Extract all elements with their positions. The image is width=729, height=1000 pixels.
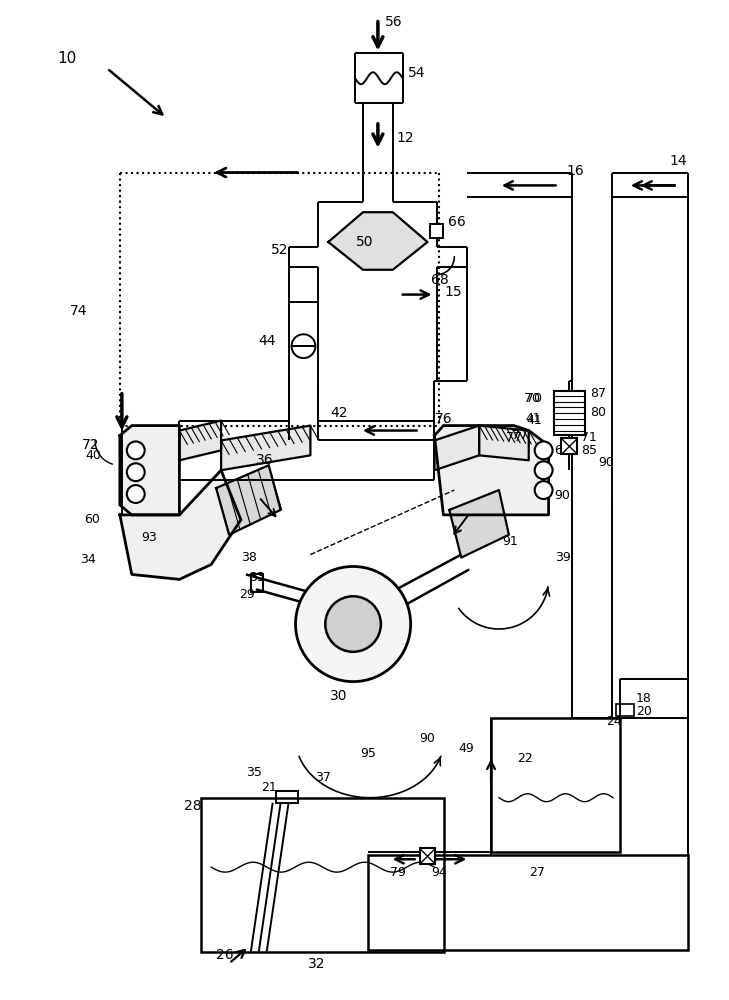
Text: 10: 10 bbox=[58, 51, 77, 66]
Text: 60: 60 bbox=[555, 444, 570, 457]
Text: 94: 94 bbox=[432, 866, 447, 879]
Text: 21: 21 bbox=[261, 781, 276, 794]
Text: 39: 39 bbox=[555, 551, 572, 564]
Text: 79: 79 bbox=[390, 866, 405, 879]
Text: 87: 87 bbox=[590, 387, 607, 400]
Circle shape bbox=[127, 441, 144, 459]
Bar bbox=[491, 718, 620, 852]
Text: 37: 37 bbox=[316, 771, 331, 784]
Text: 44: 44 bbox=[259, 334, 276, 348]
Polygon shape bbox=[449, 490, 509, 558]
Text: 54: 54 bbox=[408, 66, 425, 80]
Bar bbox=[276, 791, 297, 803]
Text: 56: 56 bbox=[385, 15, 402, 29]
Polygon shape bbox=[434, 426, 479, 470]
Text: 93: 93 bbox=[141, 531, 157, 544]
Text: 91: 91 bbox=[502, 535, 518, 548]
Text: 60: 60 bbox=[84, 513, 100, 526]
Bar bbox=[368, 855, 687, 950]
Text: 29: 29 bbox=[239, 588, 254, 601]
Bar bbox=[420, 848, 435, 864]
Text: 74: 74 bbox=[70, 304, 87, 318]
Text: 70: 70 bbox=[526, 392, 542, 405]
Bar bbox=[429, 224, 443, 238]
Circle shape bbox=[534, 461, 553, 479]
Text: 80: 80 bbox=[590, 406, 607, 419]
Text: 90: 90 bbox=[420, 732, 435, 745]
Text: 40: 40 bbox=[85, 449, 101, 462]
Polygon shape bbox=[434, 426, 549, 515]
Bar bbox=[561, 438, 577, 454]
Text: 71: 71 bbox=[581, 431, 597, 444]
Text: 18: 18 bbox=[636, 692, 652, 705]
Text: 68: 68 bbox=[432, 273, 449, 287]
Circle shape bbox=[295, 566, 410, 682]
Text: 14: 14 bbox=[670, 154, 687, 168]
Bar bbox=[553, 391, 585, 435]
Text: 90: 90 bbox=[555, 489, 570, 502]
Text: 66: 66 bbox=[448, 215, 466, 229]
Text: 77: 77 bbox=[512, 429, 528, 442]
Bar bbox=[201, 798, 445, 952]
Bar bbox=[251, 574, 262, 592]
Circle shape bbox=[127, 485, 144, 503]
Polygon shape bbox=[479, 426, 529, 460]
Polygon shape bbox=[328, 212, 427, 270]
Text: 41: 41 bbox=[526, 412, 542, 425]
Text: 41: 41 bbox=[527, 414, 542, 427]
Circle shape bbox=[127, 463, 144, 481]
Bar bbox=[616, 704, 634, 716]
Text: 77: 77 bbox=[506, 431, 522, 444]
Text: 36: 36 bbox=[256, 453, 273, 467]
Text: 12: 12 bbox=[397, 131, 414, 145]
Polygon shape bbox=[120, 426, 179, 515]
Text: 15: 15 bbox=[445, 285, 462, 299]
Polygon shape bbox=[120, 470, 241, 579]
Text: 70: 70 bbox=[523, 392, 539, 405]
Polygon shape bbox=[221, 426, 311, 470]
Text: 85: 85 bbox=[581, 444, 597, 457]
Text: 30: 30 bbox=[330, 689, 348, 703]
Polygon shape bbox=[216, 465, 281, 535]
Text: 95: 95 bbox=[360, 747, 376, 760]
Text: 50: 50 bbox=[356, 235, 374, 249]
Text: 76: 76 bbox=[434, 412, 452, 426]
Circle shape bbox=[325, 596, 381, 652]
Text: 72: 72 bbox=[82, 438, 100, 452]
Text: 33: 33 bbox=[249, 571, 265, 584]
Text: 24: 24 bbox=[606, 715, 622, 728]
Text: 52: 52 bbox=[270, 243, 288, 257]
Circle shape bbox=[534, 481, 553, 499]
Text: 27: 27 bbox=[529, 866, 545, 879]
Text: 16: 16 bbox=[566, 164, 584, 178]
Text: 28: 28 bbox=[184, 799, 202, 813]
Text: 20: 20 bbox=[636, 705, 652, 718]
Text: 49: 49 bbox=[459, 742, 474, 755]
Text: 22: 22 bbox=[517, 752, 533, 765]
Text: 90: 90 bbox=[599, 456, 614, 469]
Text: 32: 32 bbox=[308, 957, 326, 971]
Text: 42: 42 bbox=[330, 406, 348, 420]
Text: 34: 34 bbox=[80, 553, 96, 566]
Polygon shape bbox=[179, 421, 221, 460]
Text: 38: 38 bbox=[241, 551, 257, 564]
Circle shape bbox=[534, 441, 553, 459]
Text: 26: 26 bbox=[216, 948, 234, 962]
Text: 35: 35 bbox=[246, 766, 262, 779]
